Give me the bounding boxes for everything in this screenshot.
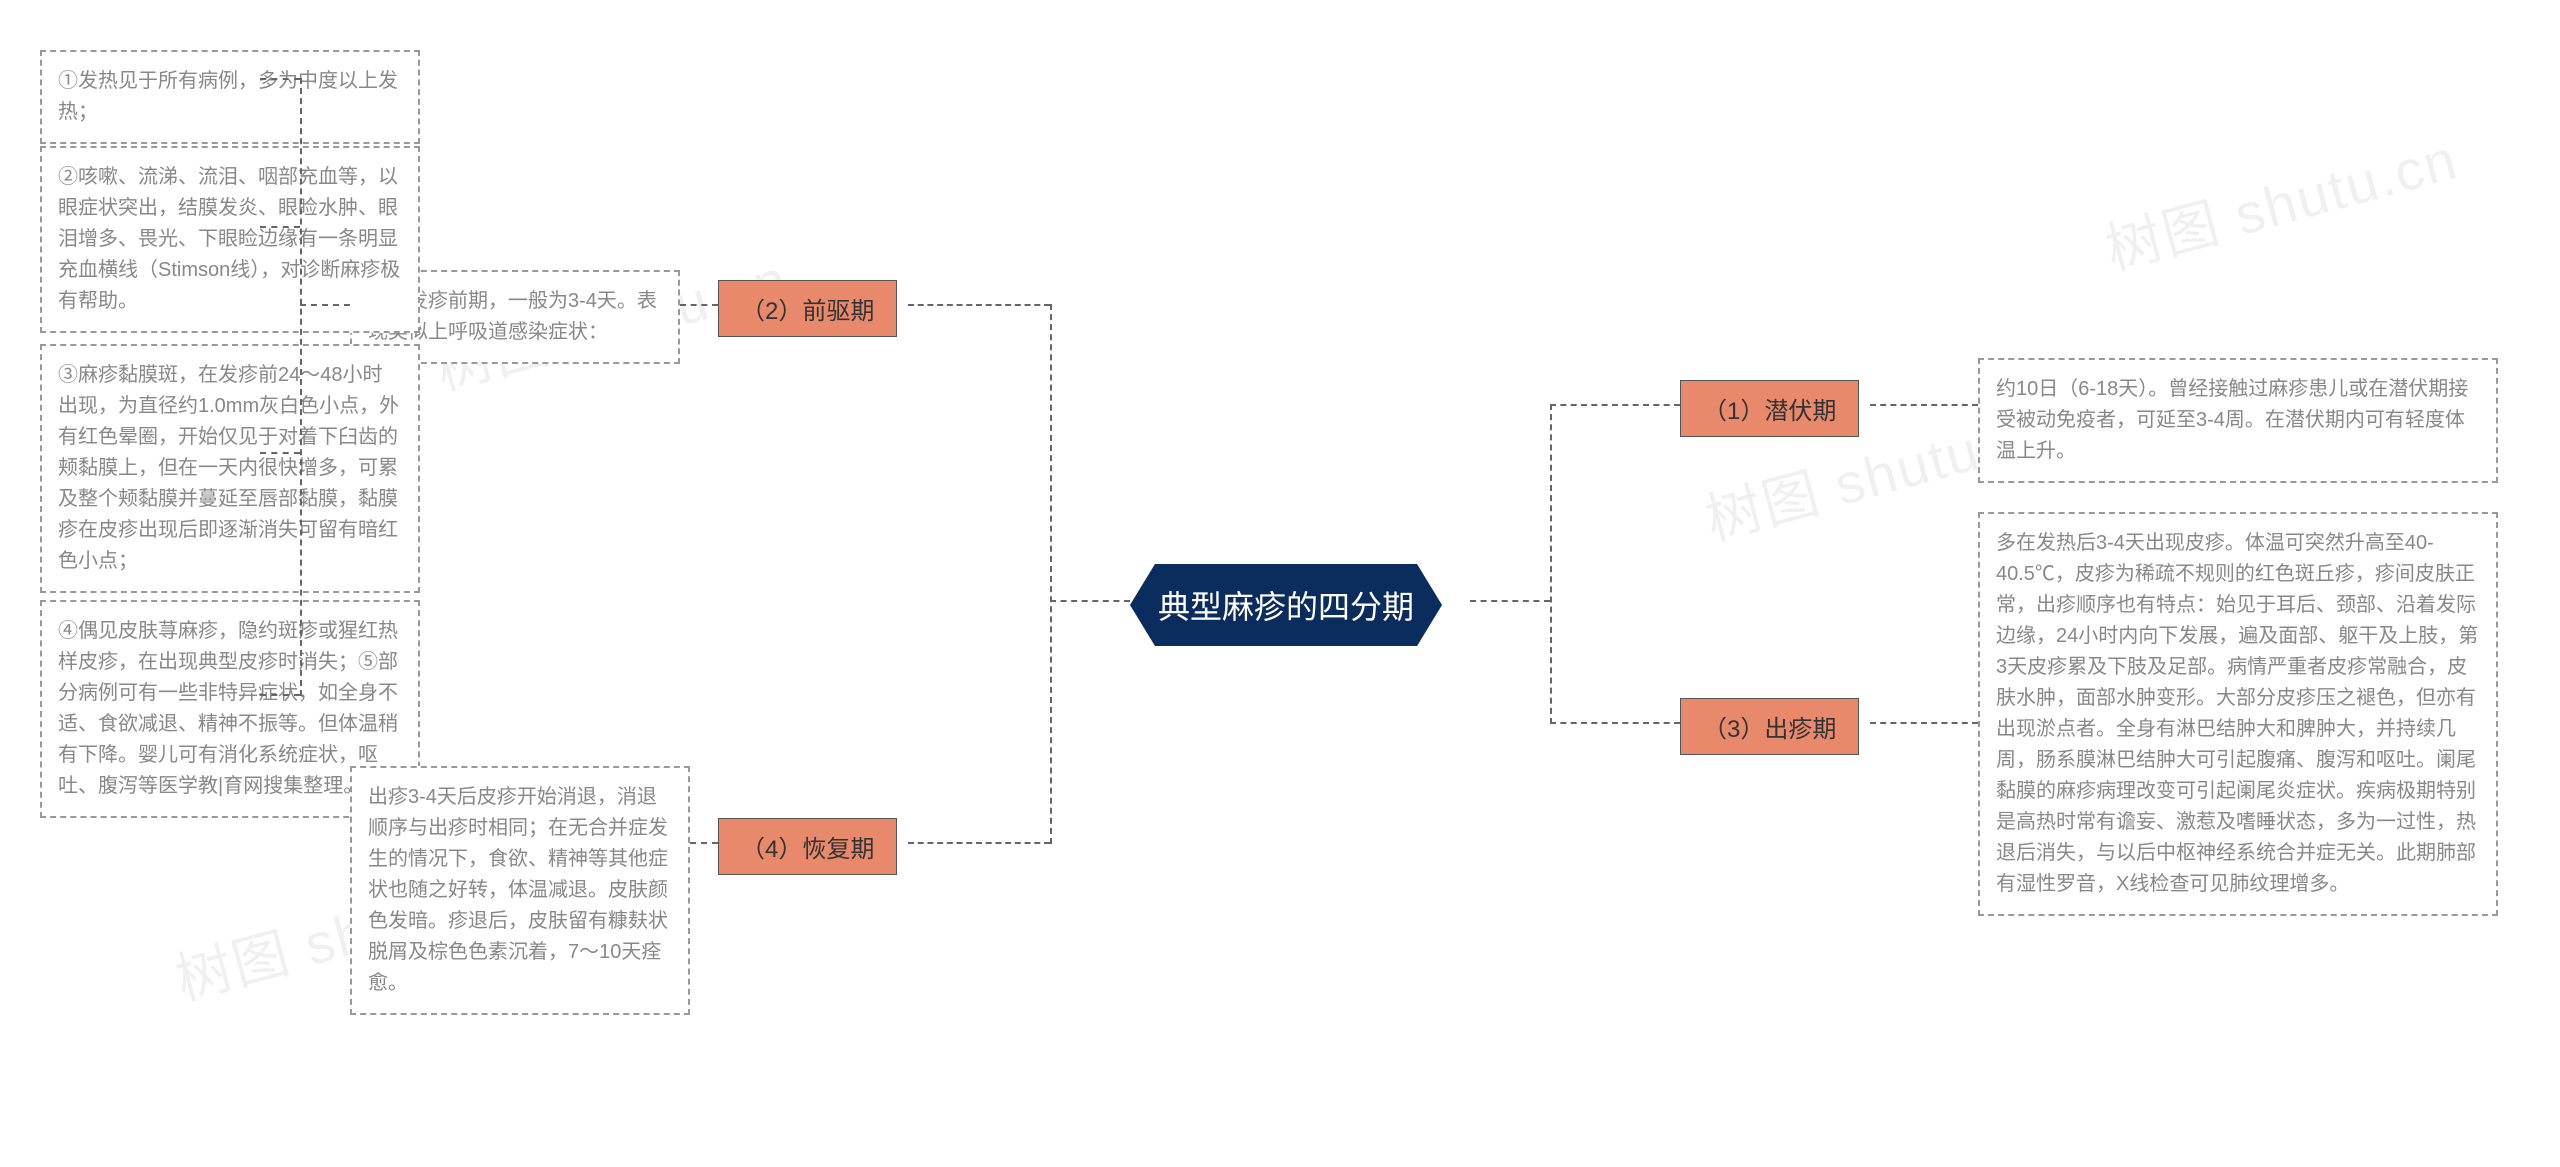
connector-line (908, 842, 1050, 844)
connector-line (300, 304, 350, 306)
connector-line (260, 452, 300, 454)
connector-line (260, 78, 300, 80)
connector-line (1550, 404, 1552, 724)
stage-node-3: （3）出疹期 (1680, 698, 1859, 755)
stage-node-1: （1）潜伏期 (1680, 380, 1859, 437)
connector-line (1050, 600, 1130, 602)
connector-line (908, 304, 1050, 306)
stage-node-2: （2）前驱期 (718, 280, 897, 337)
connector-line (680, 304, 718, 306)
connector-line (1870, 404, 1978, 406)
connector-line (690, 842, 718, 844)
desc-stage1: 约10日（6-18天）。曾经接触过麻疹患儿或在潜伏期接受被动免疫者，可延至3-4… (1978, 358, 2498, 483)
desc-stage3: 多在发热后3-4天出现皮疹。体温可突然升高至40-40.5℃，皮疹为稀疏不规则的… (1978, 512, 2498, 916)
stage-node-4: （4）恢复期 (718, 818, 897, 875)
desc-stage4: 出疹3-4天后皮疹开始消退，消退顺序与出疹时相同；在无合并症发生的情况下，食欲、… (350, 766, 690, 1015)
connector-line (1870, 722, 1978, 724)
desc-stage2-item3: ③麻疹黏膜斑，在发疹前24～48小时出现，为直径约1.0mm灰白色小点，外有红色… (40, 344, 420, 593)
connector-line (300, 78, 302, 696)
connector-line (1550, 404, 1680, 406)
connector-line (260, 226, 300, 228)
connector-line (1050, 304, 1052, 844)
watermark: 树图 shutu.cn (2096, 115, 2466, 287)
desc-stage2-item1: ①发热见于所有病例，多为中度以上发热； (40, 50, 420, 144)
connector-line (1550, 722, 1680, 724)
desc-stage2-item2: ②咳嗽、流涕、流泪、咽部充血等，以眼症状突出，结膜发炎、眼睑水肿、眼泪增多、畏光… (40, 146, 420, 333)
connector-line (1470, 600, 1550, 602)
central-node: 典型麻疹的四分期 (1130, 564, 1442, 646)
connector-line (260, 694, 300, 696)
